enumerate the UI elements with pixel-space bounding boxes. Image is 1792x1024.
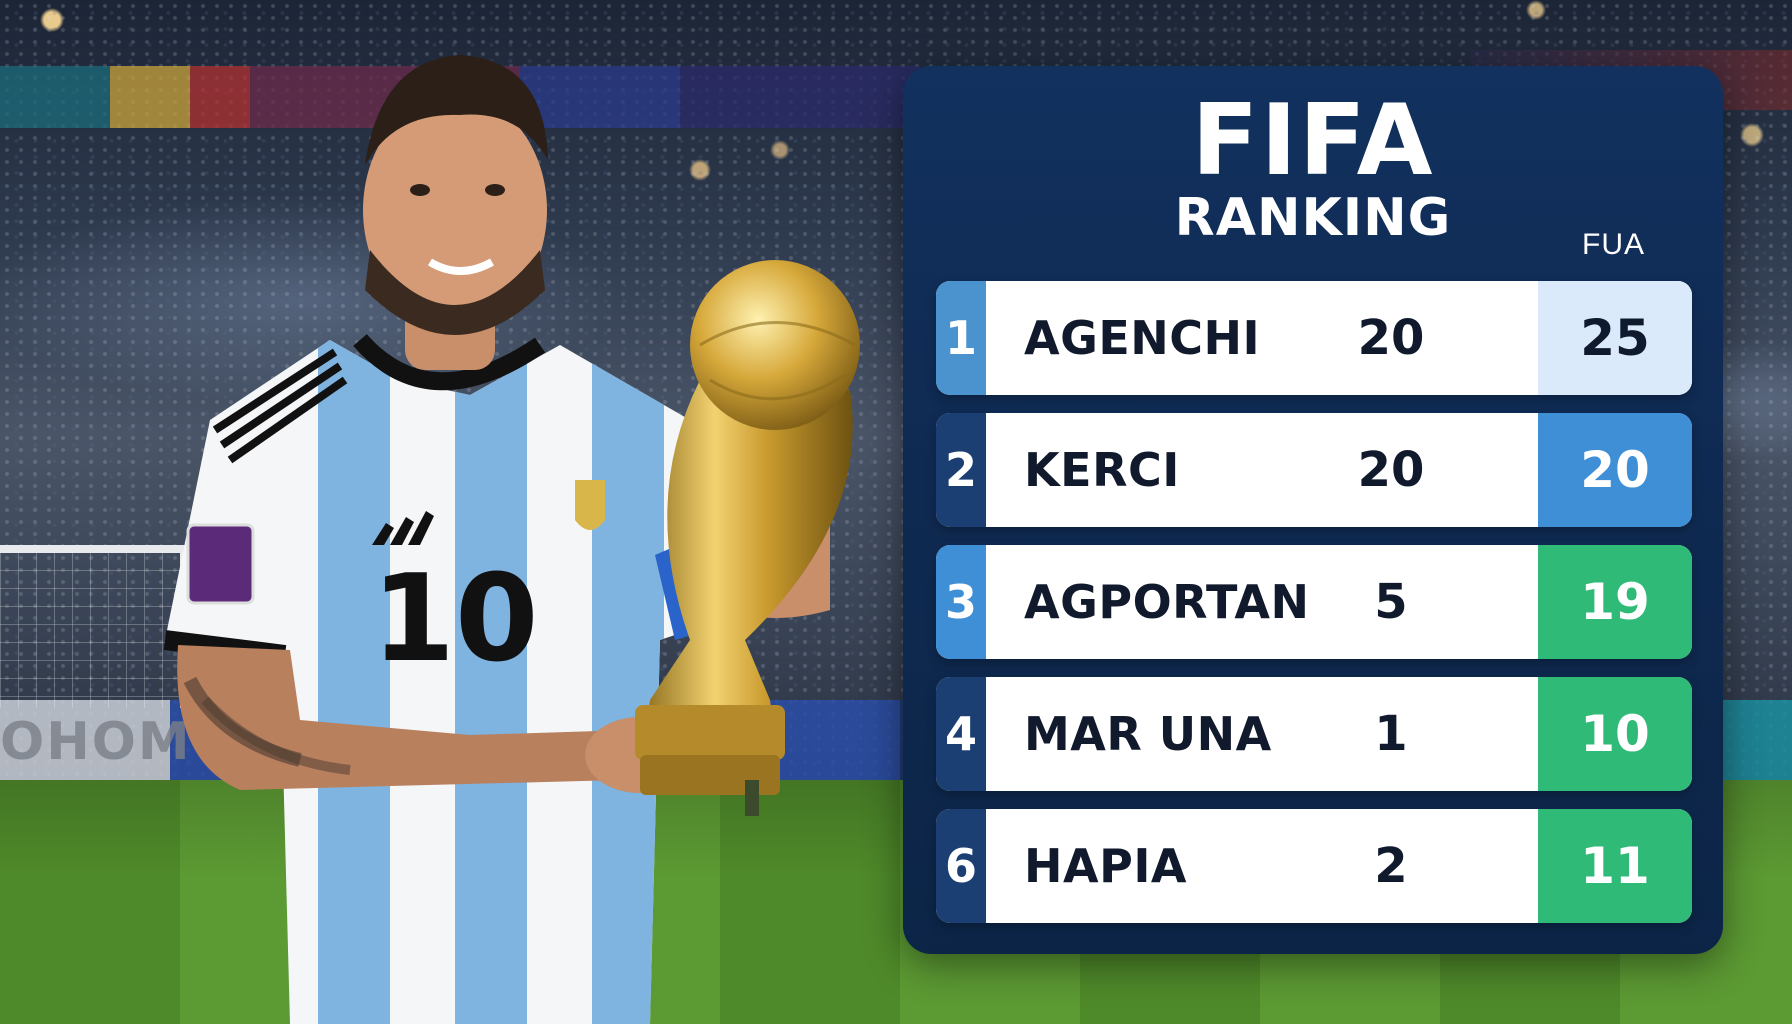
points-value: 20 — [1538, 413, 1692, 527]
rank-number: 1 — [936, 281, 986, 395]
rank-number: 4 — [936, 677, 986, 791]
ranking-tag: FUA — [1582, 228, 1645, 261]
trophy-icon — [635, 260, 860, 816]
points-value: 10 — [1538, 677, 1692, 791]
mid-value: 2 — [1374, 838, 1408, 894]
team-name: AGPORTAN — [1024, 575, 1310, 629]
ranking-subtitle: RANKING — [1174, 188, 1452, 248]
points-value: 11 — [1538, 809, 1692, 923]
rank-number: 6 — [936, 809, 986, 923]
ranking-table: 1 AGENCHI 20 25 2 KERCI 20 20 3 AGPORTAN 5 19 4 MAR U… — [936, 281, 1692, 941]
rank-number: 2 — [936, 413, 986, 527]
ranking-row: 2 KERCI 20 20 — [936, 413, 1692, 527]
ranking-row: 3 AGPORTAN 5 19 — [936, 545, 1692, 659]
team-name: AGENCHI — [1024, 311, 1261, 365]
ranking-row: 6 HAPIA 2 11 — [936, 809, 1692, 923]
ranking-row: 4 MAR UNA 1 10 — [936, 677, 1692, 791]
rank-number: 3 — [936, 545, 986, 659]
ranking-title: FIFA — [1191, 84, 1435, 198]
team-name: MAR UNA — [1024, 707, 1272, 761]
team-name: KERCI — [1024, 443, 1180, 497]
shirt-number: 10 — [372, 550, 539, 689]
points-value: 19 — [1538, 545, 1692, 659]
player-head — [363, 55, 548, 370]
jersey: 10 — [163, 333, 720, 1024]
mid-value: 1 — [1374, 706, 1408, 762]
ranking-row: 1 AGENCHI 20 25 — [936, 281, 1692, 395]
mid-value: 20 — [1357, 442, 1425, 498]
team-name: HAPIA — [1024, 839, 1188, 893]
fifa-ranking-panel: FIFA RANKING FUA 1 AGENCHI 20 25 2 KERCI 20 20 3… — [903, 66, 1723, 954]
mid-value: 20 — [1357, 310, 1425, 366]
mid-value: 5 — [1374, 574, 1408, 630]
player-with-trophy-illustration: 10 — [163, 55, 860, 1024]
points-value: 25 — [1538, 281, 1692, 395]
